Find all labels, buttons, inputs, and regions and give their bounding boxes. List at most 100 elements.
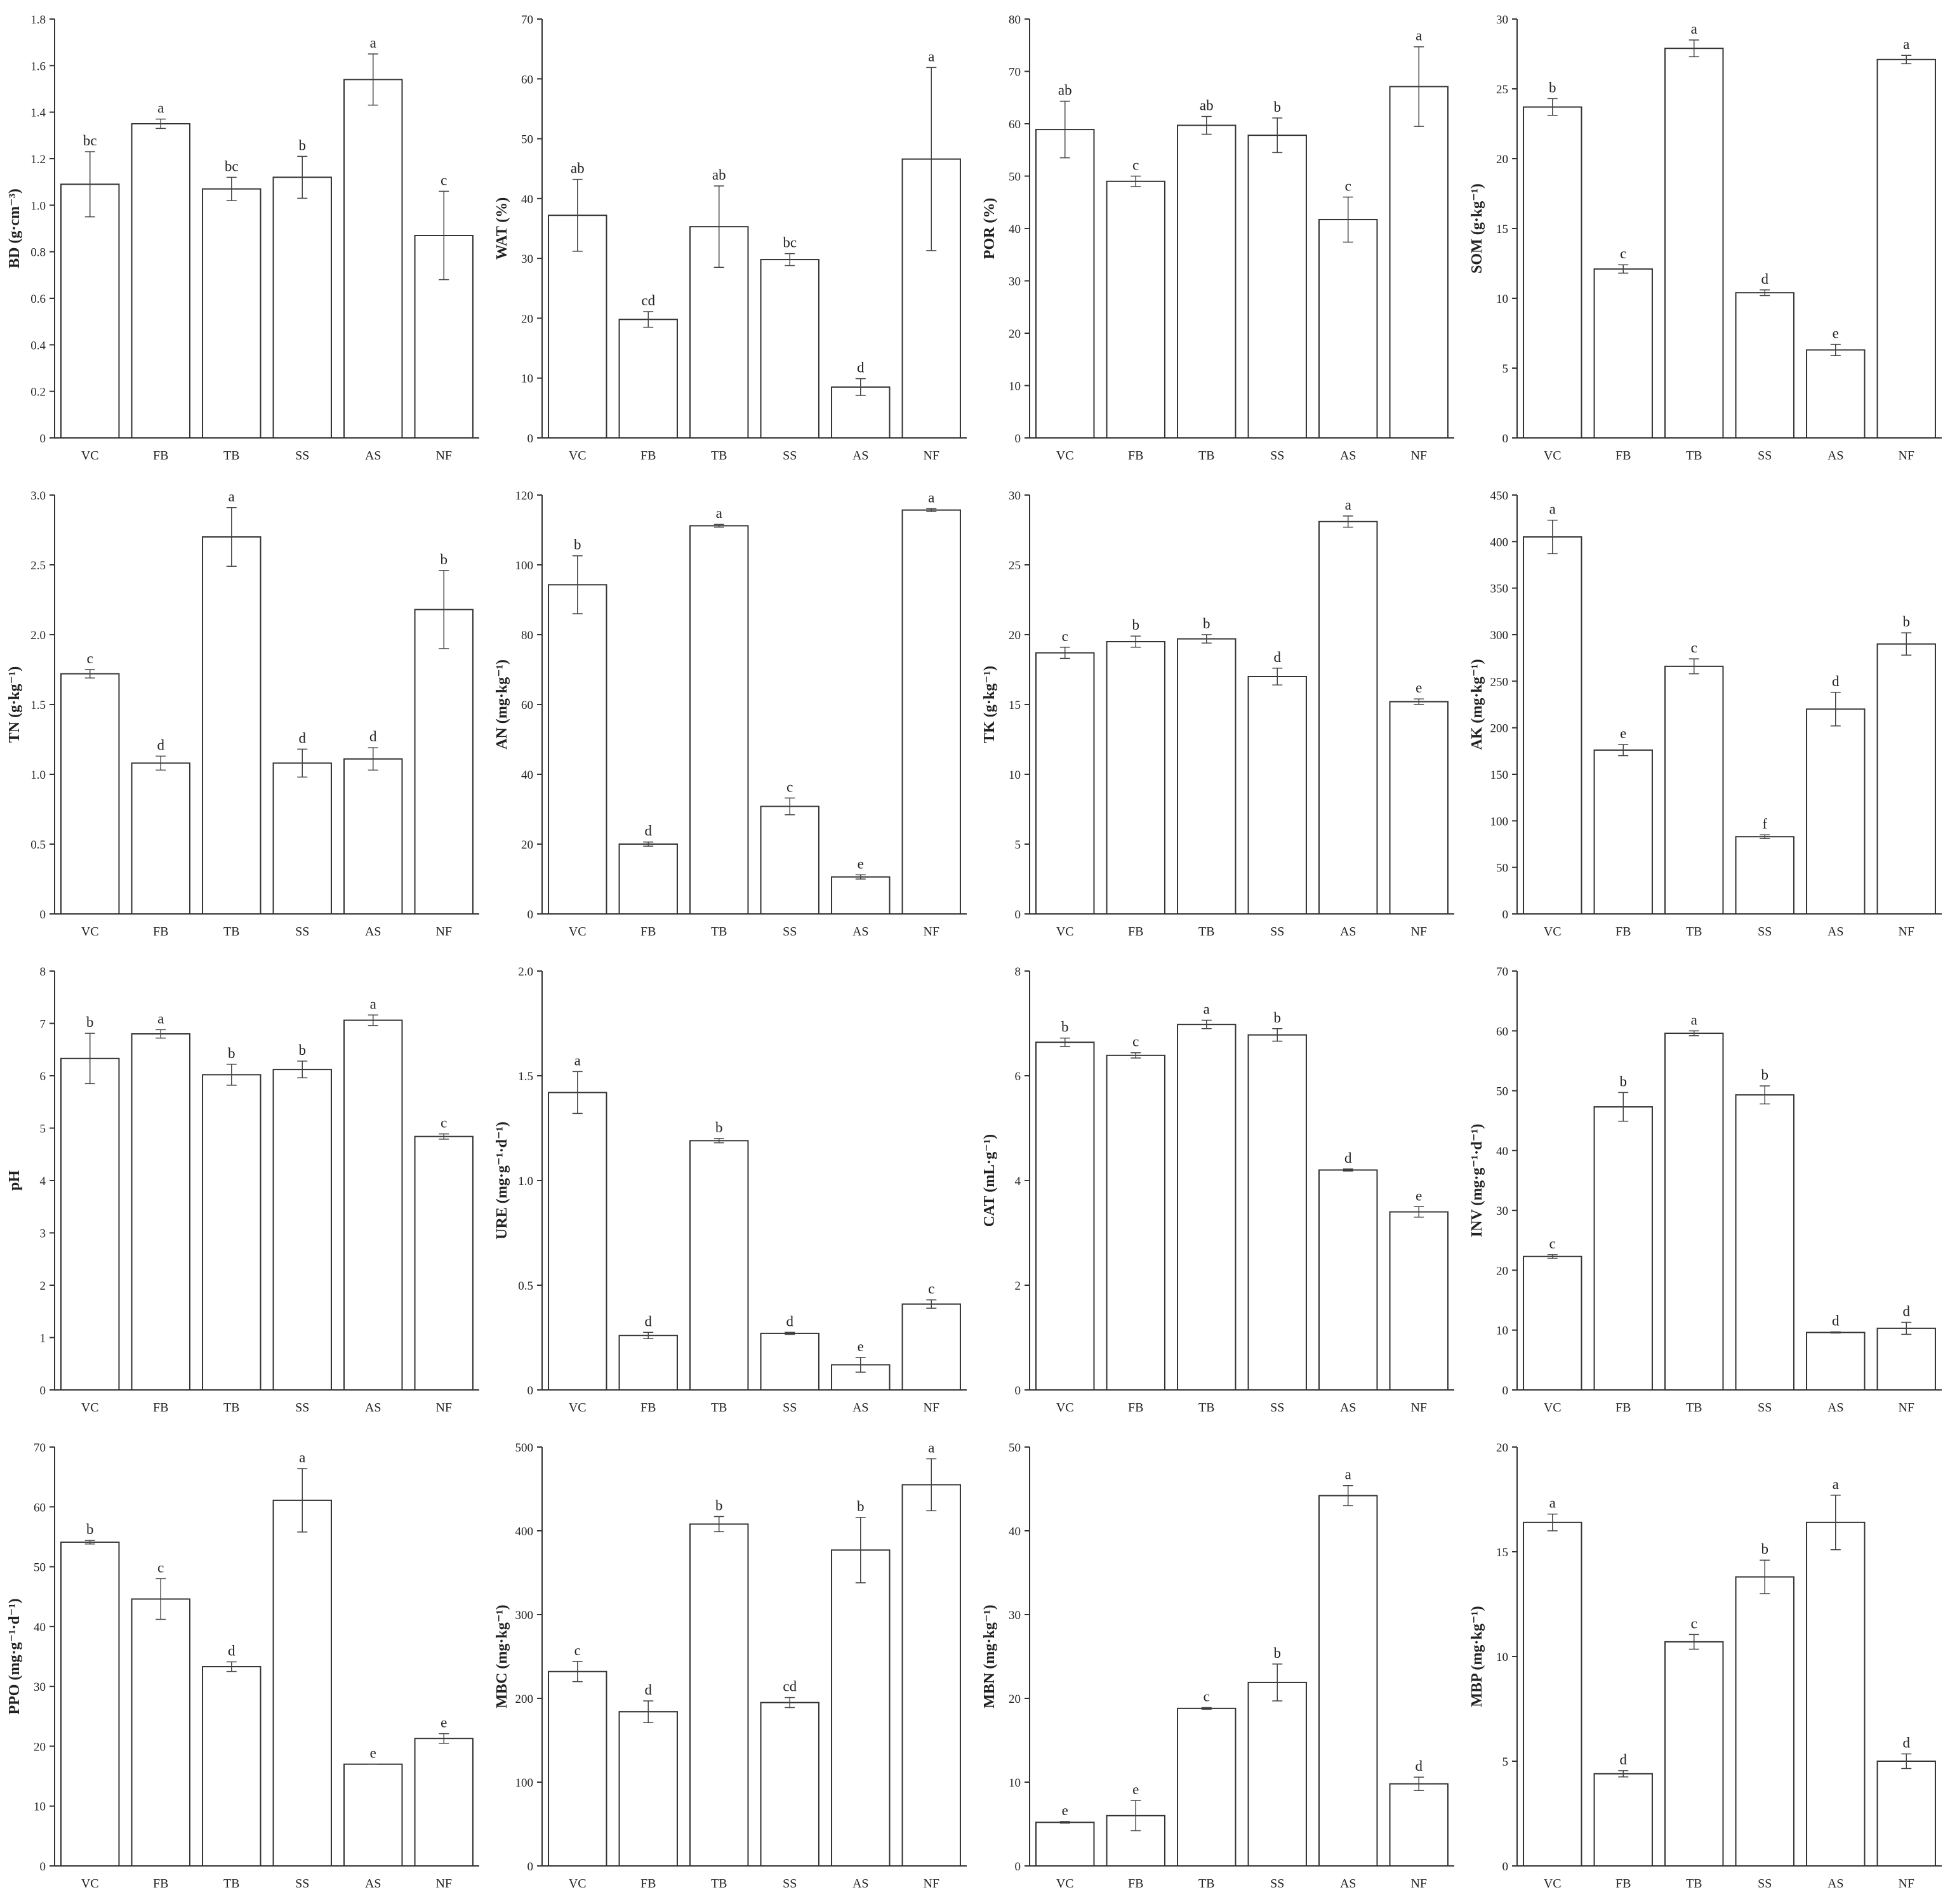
bar-SS <box>1247 676 1307 915</box>
x-tick-label: AS <box>852 449 869 463</box>
bar-AS <box>1318 520 1378 915</box>
y-tick-label: 2.0 <box>30 629 46 642</box>
y-tick-label: 0 <box>1015 432 1021 446</box>
y-tick-label: 20 <box>34 1740 46 1754</box>
x-tick-label: NF <box>1898 1877 1914 1891</box>
y-tick-label: 5 <box>40 1123 46 1136</box>
bar-AS <box>343 1763 403 1867</box>
x-tick-label: NF <box>1410 1401 1427 1415</box>
significance-label: a <box>928 1439 934 1455</box>
bar-NF <box>1876 1327 1936 1391</box>
x-tick-label: NF <box>1410 925 1427 939</box>
y-tick-label: 4 <box>1015 1175 1021 1188</box>
y-tick-label: 10 <box>1009 1776 1021 1790</box>
x-tick-label: FB <box>153 1877 168 1891</box>
y-tick-label: 0.8 <box>30 246 46 260</box>
y-tick-label: 300 <box>515 1609 534 1622</box>
x-tick-label: SS <box>295 1877 309 1891</box>
y-tick-label: 0 <box>40 1384 46 1398</box>
significance-label: ab <box>1058 83 1072 98</box>
bar-VC <box>548 1092 607 1391</box>
y-tick-label: 5 <box>1502 362 1509 376</box>
x-tick-label: SS <box>295 1401 309 1415</box>
significance-label: e <box>858 1339 864 1354</box>
y-tick-label: 10 <box>34 1801 46 1814</box>
y-axis-label: BD (g·cm⁻³) <box>6 188 23 268</box>
bar-NF <box>1389 1783 1449 1867</box>
y-tick-label: 20 <box>1496 1264 1508 1278</box>
x-tick-label: NF <box>435 1401 452 1415</box>
x-tick-label: SS <box>295 449 309 463</box>
x-tick-label: SS <box>783 1877 797 1891</box>
bar-VC <box>548 584 607 915</box>
y-axis-label: MBP (mg·kg⁻¹) <box>1469 1606 1485 1707</box>
y-tick-label: 2 <box>1015 1279 1021 1293</box>
bar-NF <box>1389 701 1449 915</box>
significance-label: c <box>1345 178 1351 194</box>
y-tick-label: 300 <box>1490 629 1509 642</box>
significance-label: b <box>1274 99 1282 115</box>
y-tick-label: 70 <box>1496 965 1508 979</box>
y-tick-label: 30 <box>521 253 533 266</box>
bar-NF <box>1389 1211 1449 1391</box>
x-tick-label: AS <box>852 1877 869 1891</box>
significance-label: d <box>299 730 307 746</box>
x-tick-label: NF <box>923 449 939 463</box>
bar-NF <box>414 609 474 915</box>
y-tick-label: 1.8 <box>30 13 46 27</box>
significance-label: d <box>1832 1313 1840 1329</box>
y-tick-label: 120 <box>515 489 534 503</box>
y-tick-label: 40 <box>1009 1525 1021 1538</box>
y-tick-label: 20 <box>521 838 533 852</box>
y-tick-label: 20 <box>1496 153 1508 166</box>
bar-SS <box>760 259 819 439</box>
significance-label: d <box>645 823 653 839</box>
significance-label: c <box>1132 1034 1139 1050</box>
x-tick-label: AS <box>1827 1401 1844 1415</box>
y-tick-label: 10 <box>1009 380 1021 393</box>
significance-label: c <box>1691 640 1697 656</box>
y-tick-label: 20 <box>1009 327 1021 341</box>
x-tick-label: FB <box>1615 449 1631 463</box>
x-tick-label: TB <box>1198 925 1215 939</box>
x-tick-label: AS <box>1340 449 1356 463</box>
significance-label: d <box>1903 1303 1911 1319</box>
y-tick-label: 30 <box>1009 1609 1021 1622</box>
bar-VC <box>1035 652 1095 915</box>
y-tick-label: 1.4 <box>30 107 46 120</box>
significance-label: e <box>1833 326 1839 341</box>
significance-label: a <box>1691 1012 1697 1028</box>
y-tick-label: 8 <box>40 965 46 979</box>
bar-TB <box>1664 1641 1724 1867</box>
x-tick-label: VC <box>1544 1401 1562 1415</box>
y-axis-label: POR (%) <box>981 198 998 260</box>
x-tick-label: TB <box>1198 449 1215 463</box>
significance-label: b <box>1549 79 1556 95</box>
bar-TB <box>689 1523 749 1867</box>
y-tick-label: 5 <box>1502 1755 1509 1769</box>
significance-label: b <box>228 1045 235 1061</box>
significance-label: c <box>441 172 447 188</box>
bar-VC <box>1523 1521 1582 1867</box>
bar-VC <box>60 1541 120 1867</box>
y-tick-label: 250 <box>1490 675 1509 689</box>
bar-AS <box>831 1549 891 1867</box>
x-tick-label: FB <box>1615 1401 1631 1415</box>
x-tick-label: FB <box>640 925 656 939</box>
y-tick-label: 30 <box>1496 1205 1508 1218</box>
x-tick-label: FB <box>1128 449 1143 463</box>
significance-label: d <box>1903 1735 1911 1750</box>
significance-label: d <box>1344 1150 1352 1166</box>
significance-label: d <box>157 737 165 753</box>
y-tick-label: 5 <box>1015 838 1021 852</box>
x-tick-label: AS <box>1340 1877 1356 1891</box>
significance-label: a <box>1691 21 1697 37</box>
y-axis-label: AN (mg·kg⁻¹) <box>494 659 510 750</box>
bar-FB <box>131 1033 190 1391</box>
y-tick-label: 70 <box>1009 66 1021 79</box>
y-tick-label: 1.2 <box>30 153 46 166</box>
chart-panel-2: 0 10 20 30 40 50 60 70 80 POR (%) ab VC c FB ab TB b SS c A… <box>981 13 1454 463</box>
bar-TB <box>202 1074 262 1391</box>
significance-label: a <box>1833 1476 1839 1492</box>
y-tick-label: 0.5 <box>518 1279 533 1293</box>
